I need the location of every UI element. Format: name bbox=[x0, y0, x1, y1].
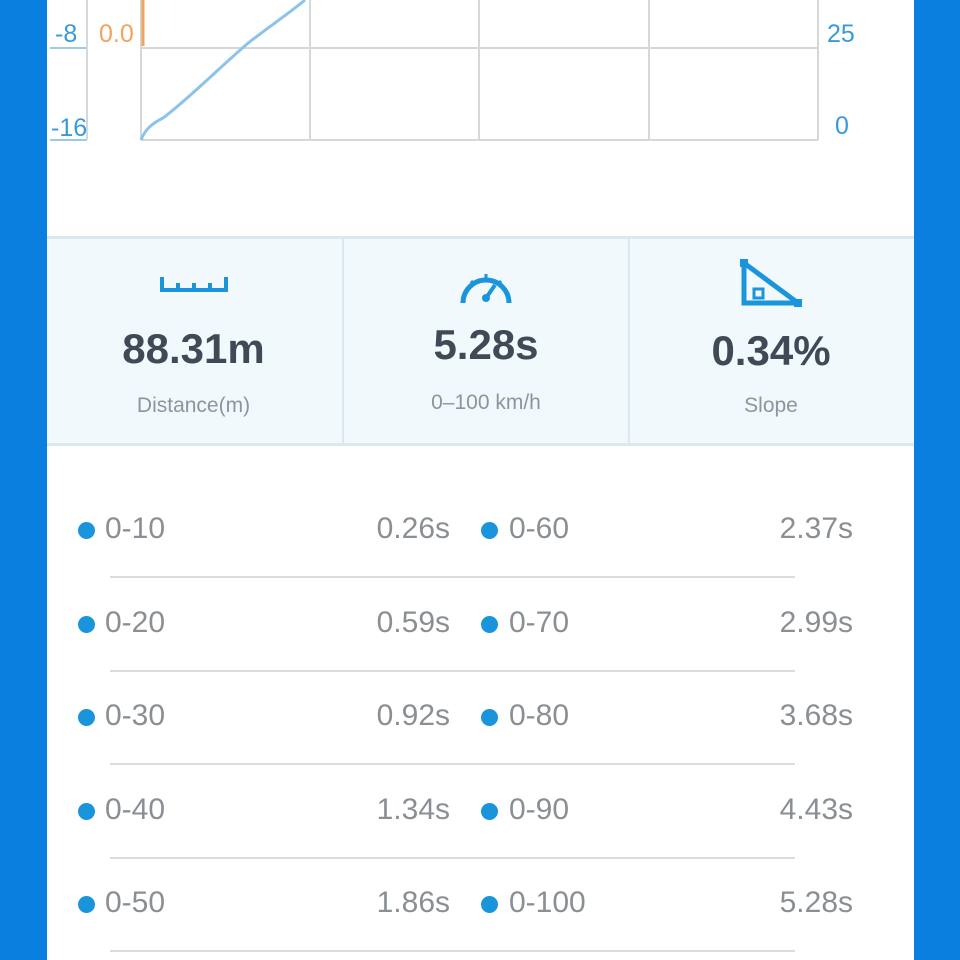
bullet-dot bbox=[481, 802, 498, 820]
split-time: 1.86s bbox=[376, 886, 450, 919]
bullet-dot bbox=[78, 802, 95, 820]
split-times-list: 0-10 0.26s 0-60 2.37s 0-20 0.59s 0-70 2.… bbox=[47, 482, 914, 952]
ruler-icon bbox=[159, 275, 228, 300]
slope-label: Slope bbox=[744, 394, 798, 417]
split-label: 0-30 bbox=[105, 699, 166, 732]
split-time: 2.99s bbox=[779, 605, 853, 639]
bullet-dot bbox=[481, 615, 498, 633]
split-time: 0.26s bbox=[376, 512, 450, 545]
split-label: 0-100 bbox=[509, 886, 586, 919]
acceleration-value: 5.28s bbox=[433, 321, 539, 368]
split-time: 0.59s bbox=[376, 605, 450, 639]
bullet-dot bbox=[481, 709, 498, 726]
slope-card: 0.34% Slope bbox=[628, 239, 914, 443]
row-divider bbox=[110, 950, 795, 952]
split-label: 0-50 bbox=[105, 886, 166, 919]
distance-value: 88.31m bbox=[122, 325, 265, 372]
bullet-dot bbox=[481, 522, 498, 539]
split-time: 3.68s bbox=[779, 699, 853, 732]
chart-plot bbox=[50, 0, 819, 141]
speed-series-line bbox=[139, 0, 306, 141]
list-item: 0-50 1.86s 0-100 5.28s bbox=[47, 856, 914, 952]
slope-value: 0.34% bbox=[711, 327, 831, 374]
split-time: 1.34s bbox=[376, 792, 450, 826]
distance-card: 88.31m Distance(m) bbox=[47, 239, 340, 443]
row-divider bbox=[110, 669, 795, 672]
split-label: 0-90 bbox=[509, 792, 570, 826]
left-axis-tick-label: -8 bbox=[55, 20, 78, 48]
bullet-dot bbox=[481, 896, 498, 913]
slope-icon bbox=[740, 258, 806, 314]
distance-label: Distance(m) bbox=[136, 394, 251, 417]
row-divider bbox=[110, 576, 795, 578]
stats-panel: 88.31m Distance(m) 5.28s 0–100 km/h bbox=[47, 236, 914, 446]
bullet-dot bbox=[78, 896, 95, 913]
right-axis-tick-label: 25 bbox=[827, 20, 855, 48]
acceleration-card: 5.28s 0–100 km/h bbox=[342, 239, 630, 443]
split-label: 0-40 bbox=[105, 792, 166, 826]
right-axis-tick-label: 0 bbox=[835, 112, 849, 140]
list-item: 0-10 0.26s 0-60 2.37s bbox=[47, 482, 914, 578]
split-time: 2.37s bbox=[779, 512, 853, 545]
speedometer-icon bbox=[457, 265, 515, 310]
speed-chart: -8 -16 0.0 25 0 bbox=[47, 0, 914, 236]
row-divider bbox=[110, 763, 795, 765]
split-label: 0-10 bbox=[105, 512, 166, 545]
split-label: 0-80 bbox=[509, 699, 570, 732]
bullet-dot bbox=[78, 522, 95, 539]
bullet-dot bbox=[78, 709, 95, 726]
split-time: 4.43s bbox=[779, 792, 853, 826]
row-divider bbox=[110, 856, 795, 859]
split-label: 0-70 bbox=[509, 605, 570, 639]
list-item: 0-30 0.92s 0-80 3.68s bbox=[47, 669, 914, 765]
bullet-dot bbox=[78, 615, 95, 633]
split-label: 0-60 bbox=[509, 512, 570, 545]
list-item: 0-20 0.59s 0-70 2.99s bbox=[47, 576, 914, 672]
orange-axis-tick-label: 0.0 bbox=[99, 20, 134, 48]
acceleration-label: 0–100 km/h bbox=[431, 391, 541, 414]
list-item: 0-40 1.34s 0-90 4.43s bbox=[47, 763, 914, 859]
split-time: 0.92s bbox=[376, 699, 450, 732]
split-label: 0-20 bbox=[105, 605, 166, 639]
app-screen: -8 -16 0.0 25 0 88.31m Di bbox=[47, 0, 914, 960]
split-time: 5.28s bbox=[779, 886, 853, 919]
left-axis-tick-label: -16 bbox=[51, 114, 88, 142]
